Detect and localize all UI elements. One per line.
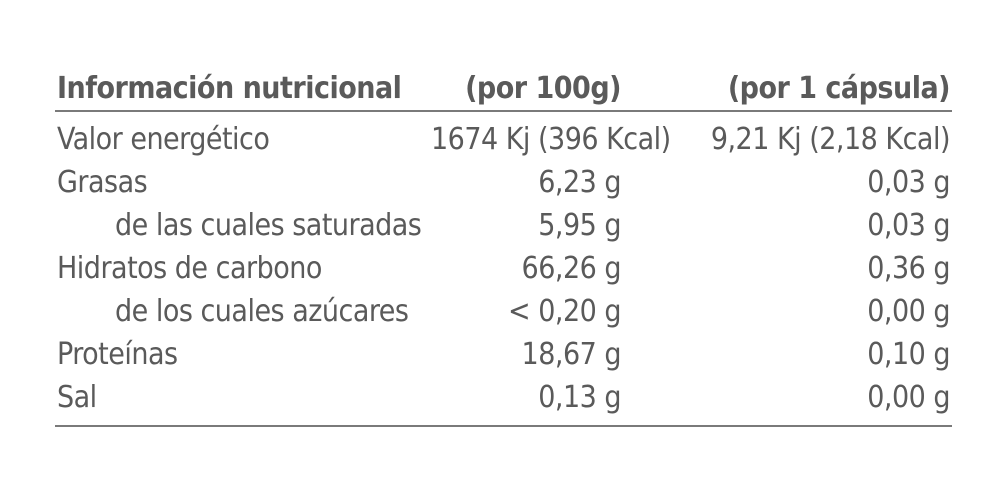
nutrient-row: de las cuales saturadas 5,95 g 0,03 g [55, 204, 952, 247]
nutrient-name: de los cuales azúcares [115, 294, 409, 329]
nutrient-value: 0,13 g [429, 376, 623, 427]
nutrient-value: 0,00 g [867, 294, 950, 329]
nutrient-value: 0,00 g [623, 376, 952, 427]
nutrient-value: 5,95 g [538, 208, 621, 243]
nutrient-value: < 0,20 g [508, 294, 621, 329]
nutrition-panel: Información nutricional (por 100g) (por … [55, 66, 952, 427]
header-cell: (por 1 cápsula) [623, 66, 952, 112]
nutrient-value: 0,10 g [867, 337, 950, 372]
nutrient-value: 0,03 g [867, 208, 950, 243]
nutrient-value: 0,36 g [867, 251, 950, 286]
nutrient-value: 9,21 Kj (2,18 Kcal) [710, 122, 951, 157]
nutrient-value: 1674 Kj (396 Kcal) [431, 122, 671, 157]
nutrient-row: Proteínas 18,67 g 0,10 g [55, 333, 952, 376]
nutrient-value: 18,67 g [521, 337, 622, 372]
nutrient-value: 66,26 g [521, 251, 622, 286]
nutrition-table: Información nutricional (por 100g) (por … [55, 66, 952, 427]
nutrient-row: Hidratos de carbono 66,26 g 0,36 g [55, 247, 952, 290]
nutrient-value: 0,03 g [867, 165, 950, 200]
nutrient-value: 6,23 g [538, 165, 621, 200]
nutrient-name: de las cuales saturadas [115, 208, 422, 243]
header-row: Información nutricional (por 100g) (por … [55, 66, 952, 112]
nutrient-row: Sal 0,13 g 0,00 g [55, 376, 952, 427]
nutrient-row: de los cuales azúcares < 0,20 g 0,00 g [55, 290, 952, 333]
nutrient-row: Valor energético 1674 Kj (396 Kcal) 9,21 K… [55, 111, 952, 161]
nutrient-name: Grasas [57, 165, 148, 200]
nutrient-name: Proteínas [57, 337, 178, 372]
header-cell: Información nutricional [55, 66, 429, 112]
nutrient-name: Valor energético [57, 122, 270, 157]
nutrient-row: Grasas 6,23 g 0,03 g [55, 161, 952, 204]
table-body: Valor energético 1674 Kj (396 Kcal) 9,21 K… [55, 111, 952, 427]
nutrient-name: Sal [55, 376, 429, 427]
nutrient-name: Hidratos de carbono [57, 251, 322, 286]
header-cell: (por 100g) [429, 66, 623, 112]
